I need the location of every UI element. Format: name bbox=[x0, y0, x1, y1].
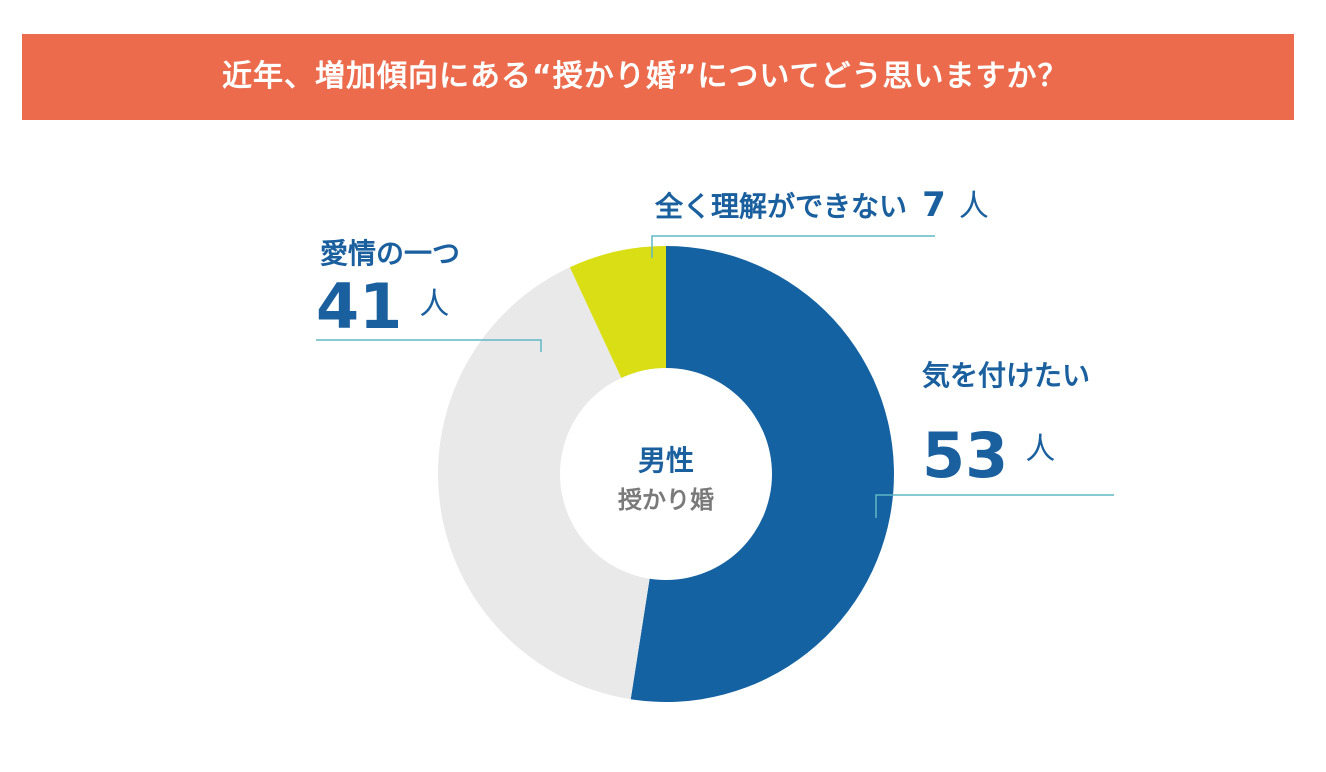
leader-lines bbox=[316, 235, 1114, 518]
slice-unit-1: 人 bbox=[1025, 432, 1055, 467]
center-label: 男性 bbox=[638, 444, 694, 477]
slice-label-3: 全く理解ができない 7 人 bbox=[654, 185, 989, 225]
slice-value-2: 41 bbox=[316, 270, 402, 343]
leader-line-slice-2 bbox=[316, 339, 542, 352]
leader-line-slice-1 bbox=[875, 494, 1114, 518]
slice-value-3: 7 bbox=[922, 185, 946, 225]
slice-unit-2: 人 bbox=[419, 287, 449, 322]
slice-name-1: 気を付けたい bbox=[922, 359, 1090, 392]
slice-value-1: 53 bbox=[922, 419, 1008, 492]
page-title: 近年、増加傾向にある“授かり婚”についてどう思いますか？ bbox=[222, 59, 1069, 94]
slice-label-1: 53 人 bbox=[922, 419, 1055, 492]
slice-name-3: 全く理解ができない bbox=[654, 190, 907, 223]
donut-hole bbox=[560, 368, 772, 580]
slice-label-2: 41 人 bbox=[316, 270, 449, 343]
title-banner: 近年、増加傾向にある“授かり婚”についてどう思いますか？ bbox=[22, 34, 1294, 120]
slice-unit-3: 人 bbox=[959, 189, 989, 224]
slice-name-2: 愛情の一つ bbox=[320, 237, 460, 270]
leader-line-slice-3 bbox=[651, 235, 935, 258]
center-sublabel: 授かり婚 bbox=[618, 486, 714, 514]
donut-slice-2 bbox=[437, 267, 666, 700]
